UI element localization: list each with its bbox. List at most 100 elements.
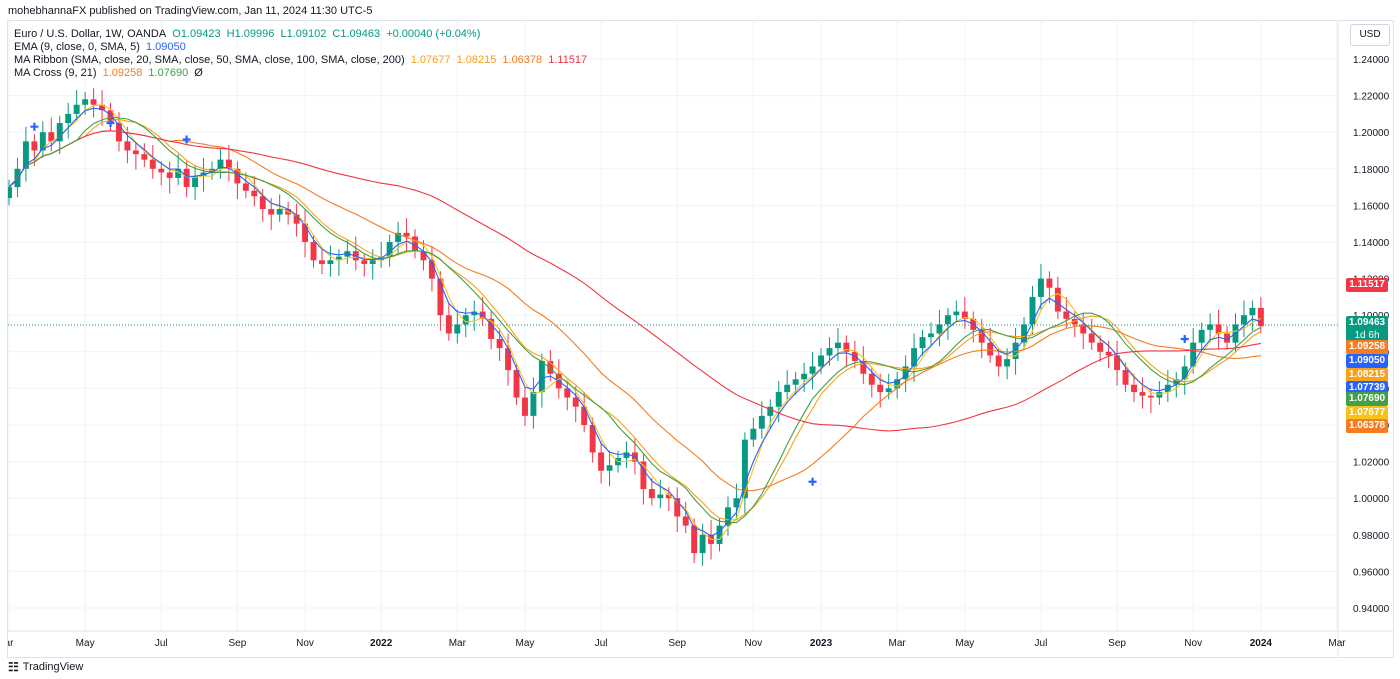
y-tick-label: 1.00000: [1353, 494, 1390, 505]
candle-body: [302, 223, 309, 242]
candle-body: [166, 172, 173, 178]
legend-symbol-line: Euro / U.S. Dollar, 1W, OANDA O1.09423 H…: [14, 28, 483, 40]
candle-body: [90, 99, 97, 105]
candle-body: [902, 366, 909, 380]
legend-close: C1.09463: [332, 28, 381, 40]
candle-body: [403, 232, 410, 237]
x-tick-label: Sep: [668, 638, 686, 649]
legend-cross-v3: Ø: [194, 67, 203, 79]
legend-ema-value: 1.09050: [146, 41, 186, 53]
x-tick-label: May: [955, 638, 974, 649]
candle-body: [911, 348, 918, 367]
candle-body: [462, 315, 469, 325]
candle-body: [758, 415, 765, 429]
candle-body: [1046, 278, 1053, 288]
candle-body: [834, 342, 841, 349]
candle-body: [39, 132, 46, 151]
x-tick-label: Nov: [296, 638, 314, 649]
candle-body: [691, 525, 698, 554]
y-tick-label: 1.24000: [1353, 55, 1390, 66]
candle-body: [868, 373, 875, 385]
candle-body: [1181, 366, 1188, 380]
currency-button[interactable]: USD: [1350, 24, 1390, 46]
candle-body: [665, 494, 672, 499]
candle-body: [412, 236, 418, 252]
price-tag: 1.07690: [1346, 392, 1388, 406]
candle-body: [420, 251, 427, 261]
candle-body: [1131, 384, 1137, 393]
price-chart[interactable]: 0.940000.960000.980001.000001.020001.040…: [8, 21, 1393, 657]
x-tick-label: Jul: [1035, 638, 1048, 649]
x-tick-label: Nov: [1184, 638, 1202, 649]
legend-ribbon-label: MA Ribbon (SMA, close, 20, SMA, close, 5…: [14, 54, 405, 66]
candle-body: [1063, 311, 1070, 319]
x-tick-label: Sep: [1108, 638, 1126, 649]
candle-body: [369, 260, 376, 264]
candle-body: [183, 168, 190, 188]
legend-cross-v2: 1.07690: [148, 67, 189, 79]
x-tick-label: May: [516, 638, 535, 649]
price-tag: 1.08215: [1346, 368, 1388, 382]
price-tag: 1.09050: [1346, 354, 1388, 368]
candle-body: [1224, 333, 1230, 343]
candle-body: [217, 159, 224, 169]
candle-body: [1029, 296, 1036, 325]
candle-body: [725, 507, 731, 526]
candle-body: [623, 452, 630, 458]
x-tick-label: Mar: [1328, 638, 1346, 649]
x-tick-label: 2022: [370, 638, 393, 649]
candle-body: [293, 214, 300, 224]
candle-body: [1147, 395, 1154, 398]
candle-body: [251, 190, 258, 197]
candle-body: [648, 489, 655, 499]
candle-body: [792, 379, 799, 385]
ma-cross-marker: [808, 477, 817, 486]
candle-body: [581, 406, 588, 425]
candle-body: [928, 333, 934, 338]
candle-body: [259, 196, 266, 210]
candle-body: [767, 406, 774, 416]
candle-body: [775, 392, 782, 407]
candle-body: [919, 337, 926, 349]
candle-body: [818, 355, 824, 367]
legend-symbol: Euro / U.S. Dollar, 1W, OANDA: [14, 28, 167, 40]
legend-ribbon-v1: 1.07677: [410, 54, 451, 66]
candle-body: [606, 465, 613, 471]
candle-body: [513, 370, 520, 398]
y-tick-label: 1.20000: [1353, 128, 1390, 139]
legend-high: H1.09996: [226, 28, 275, 40]
chart-frame[interactable]: 0.940000.960000.980001.000001.020001.040…: [7, 20, 1394, 658]
ma20-line: [8, 104, 1262, 540]
legend-ema-label: EMA (9, close, 0, SMA, 5): [14, 41, 140, 53]
footer: ☷ TradingView: [8, 660, 83, 674]
candle-body: [961, 311, 968, 319]
candle-body: [31, 141, 38, 151]
candle-body: [65, 113, 72, 124]
price-tag: 1.09258: [1346, 340, 1388, 354]
y-tick-label: 1.16000: [1353, 201, 1390, 212]
candle-body: [657, 494, 664, 499]
candle-body: [22, 141, 29, 169]
candle-body: [860, 360, 867, 374]
candle-body: [1105, 351, 1112, 356]
candle-body: [572, 397, 579, 407]
candle-body: [699, 534, 706, 554]
tradingview-logo-icon: ☷: [8, 660, 19, 674]
candle-body: [978, 329, 985, 343]
candle-body: [454, 324, 461, 334]
candle-body: [801, 373, 808, 380]
legend-ema-line: EMA (9, close, 0, SMA, 5) 1.09050: [14, 41, 189, 53]
candle-body: [944, 315, 951, 325]
x-tick-label: 2023: [810, 638, 833, 649]
candle-body: [310, 242, 317, 261]
candle-body: [73, 104, 80, 114]
candle-body: [564, 388, 571, 398]
legend-ribbon-v3: 1.06378: [502, 54, 543, 66]
candle-body: [158, 168, 165, 173]
ma200-line: [8, 130, 1261, 432]
candle-body: [741, 439, 748, 499]
publish-info: mohebhannaFX published on TradingView.co…: [8, 5, 373, 17]
candle-body: [1054, 287, 1061, 312]
candle-body: [538, 360, 545, 393]
candle-body: [1037, 278, 1044, 297]
